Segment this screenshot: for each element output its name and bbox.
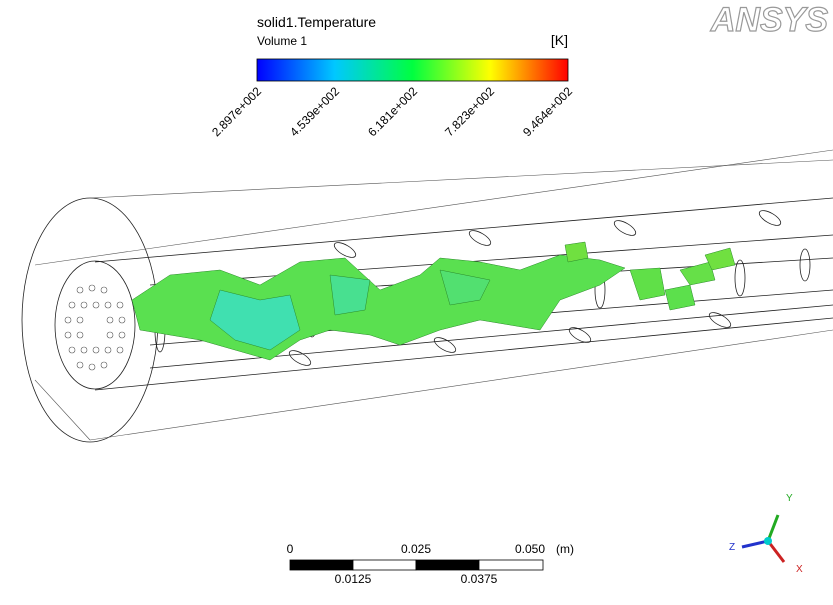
scale-label: 0.0375 <box>461 572 498 586</box>
legend-unit: [K] <box>551 32 568 48</box>
legend-tick: 4.539e+002 <box>287 84 342 139</box>
legend-tick: 2.897e+002 <box>209 84 264 139</box>
logo: ANSYS <box>710 1 828 39</box>
axis-triad: Y X Z <box>729 493 803 575</box>
scale-label: 0.025 <box>401 542 431 556</box>
axis-label: Z <box>729 542 735 553</box>
legend-subtitle: Volume 1 <box>257 34 307 48</box>
legend-tick: 6.181e+002 <box>365 84 420 139</box>
axis-label: X <box>796 564 803 575</box>
color-bar <box>256 58 569 82</box>
axis-label: Y <box>786 493 793 504</box>
scale-unit: (m) <box>556 542 574 556</box>
scale-label: 0 <box>287 542 294 556</box>
scale-label: 0.0125 <box>335 572 372 586</box>
scale-bar <box>289 559 544 571</box>
legend-tick: 9.464e+002 <box>520 84 575 139</box>
scale-label: 0.050 <box>515 542 545 556</box>
legend-title: solid1.Temperature <box>257 14 376 30</box>
legend-tick: 7.823e+002 <box>442 84 497 139</box>
geometry <box>21 149 833 443</box>
